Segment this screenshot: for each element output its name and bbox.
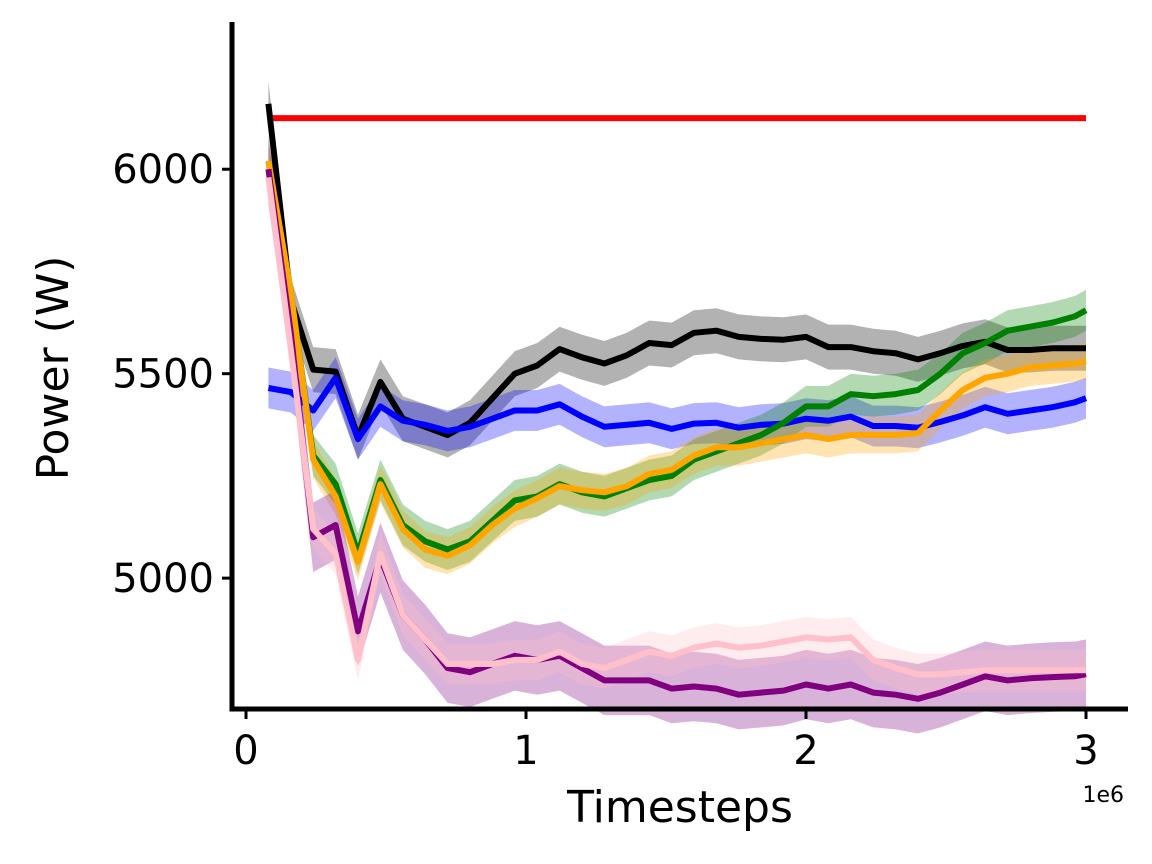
series-3-line	[265, 160, 1088, 557]
y-tick-label: 5000	[112, 556, 214, 602]
y-tick-label: 5500	[112, 352, 214, 398]
series-2-line	[267, 374, 1088, 443]
series-6-line	[265, 177, 1086, 678]
confidence-bands	[268, 81, 1086, 734]
x-tick-label: 1	[513, 728, 538, 774]
series-1-band	[268, 81, 1086, 460]
x-axis-label: Timesteps	[566, 782, 793, 833]
series-5-band	[268, 134, 1086, 734]
axes	[229, 22, 1128, 712]
series-6-band	[268, 156, 1086, 695]
x-tick-label: 3	[1073, 728, 1098, 774]
x-axis-offset-label: 1e6	[1082, 783, 1124, 808]
y-tick-label: 6000	[112, 147, 214, 193]
x-tick-label: 0	[233, 728, 258, 774]
series-4-line	[265, 160, 1087, 565]
series-lines	[265, 103, 1088, 702]
y-axis-label: Power (W)	[28, 256, 79, 481]
x-tick-label: 2	[793, 728, 818, 774]
axis-ticks: 0 1 2 3 5000 5500 6000	[112, 147, 1099, 774]
